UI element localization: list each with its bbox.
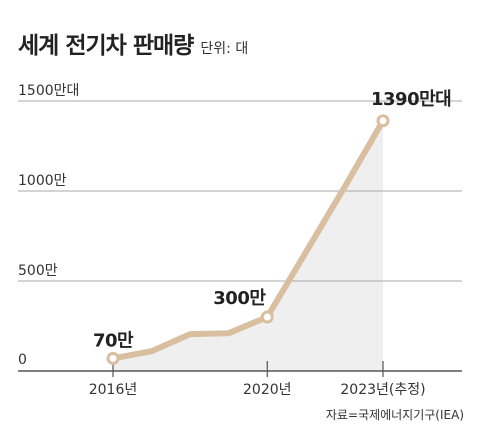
source-note: 자료=국제에너지기구(IEA): [325, 408, 464, 422]
data-label: 300만: [213, 288, 266, 309]
x-tick-label: 2016년: [89, 382, 138, 398]
y-tick-label: 0: [18, 352, 27, 368]
x-tick-label: 2023년(추정): [340, 382, 425, 398]
y-tick-label: 500만: [18, 263, 58, 279]
y-tick-label: 1000만: [18, 173, 67, 189]
series-line: [110, 117, 386, 362]
x-tick-label: 2020년: [243, 382, 292, 398]
chart-title: 세계 전기차 판매량: [18, 33, 194, 59]
data-label: 1390만대: [371, 89, 451, 110]
data-point-marker: [106, 351, 120, 365]
data-point-marker: [260, 310, 274, 324]
area-fill: [113, 120, 383, 371]
y-tick-label: 1500만대: [18, 83, 79, 99]
chart-unit-label: 단위: 대: [200, 41, 249, 57]
data-point-marker: [376, 114, 390, 128]
chart-title-block: 세계 전기차 판매량 단위: 대: [18, 26, 248, 60]
data-label: 70만: [93, 330, 134, 351]
